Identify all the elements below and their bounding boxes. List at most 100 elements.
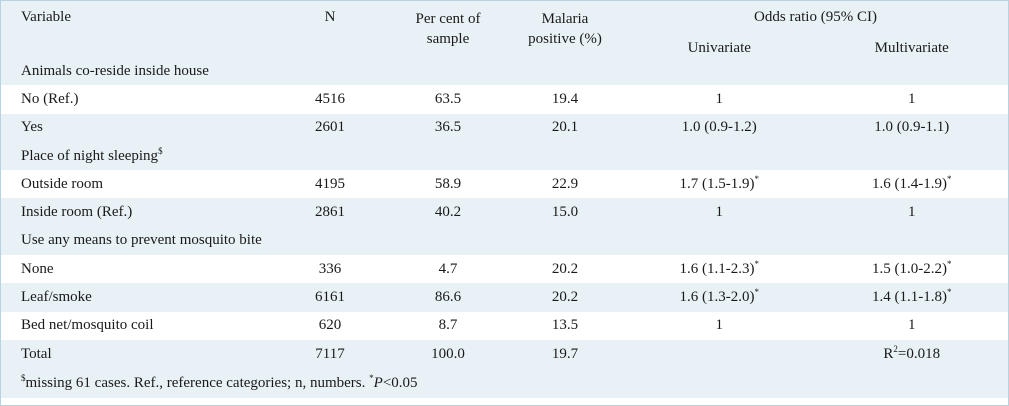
row-multivariate: 1: [816, 317, 1009, 334]
row-univariate: 1: [623, 204, 816, 221]
row-n: 2601: [271, 113, 389, 142]
p-threshold: <0.05: [382, 374, 418, 391]
section-row: Animals co-reside inside house: [1, 57, 1008, 86]
row-multivariate-value: R: [883, 345, 894, 362]
row-n: 4516: [271, 85, 389, 114]
row-n: 6161: [271, 283, 389, 312]
row-variable: Yes: [1, 113, 271, 142]
row-univariate-value: 1.7 (1.5-1.9): [679, 175, 755, 192]
section-label-text: Animals co-reside inside house: [21, 62, 209, 79]
table-row: Inside room (Ref.) 2861 40.2 15.0 1 1: [1, 198, 1008, 227]
row-percent: 4.7: [389, 255, 507, 284]
row-malaria-positive: 20.2: [507, 255, 623, 284]
significance-marker: 2: [893, 343, 898, 354]
header-odds-ratio: Odds ratio (95% CI) Univariate Multivari…: [623, 1, 1008, 57]
row-odds-ratio: 1.7 (1.5-1.9)* 1.6 (1.4-1.9)*: [623, 170, 1009, 199]
header-row: Variable N Per cent of sample Malaria po…: [1, 1, 1008, 57]
footnote-marker: $: [21, 372, 26, 383]
row-multivariate-value: 1.4 (1.1-1.8): [872, 289, 947, 306]
row-multivariate: 1.5 (1.0-2.2)*: [816, 258, 1009, 278]
header-variable: Variable: [1, 1, 271, 57]
footnote-row: $missing 61 cases. Ref., reference categ…: [1, 368, 1008, 399]
row-n: 7117: [271, 339, 389, 369]
row-univariate-value: 1: [715, 90, 724, 107]
header-percent: Per cent of sample: [389, 1, 507, 57]
row-multivariate-value: 1.6 (1.4-1.9): [872, 175, 947, 192]
row-multivariate: 1.0 (0.9-1.1): [816, 119, 1009, 136]
row-univariate-value: 1.6 (1.3-2.0): [679, 289, 755, 306]
row-malaria-positive: 15.0: [507, 198, 623, 227]
row-multivariate-value: 1: [908, 90, 916, 107]
row-multivariate: R2=0.018: [816, 343, 1009, 363]
footnote: $missing 61 cases. Ref., reference categ…: [1, 368, 1008, 399]
section-label-text: Place of night sleeping: [21, 147, 159, 164]
row-percent: 100.0: [389, 339, 507, 369]
footnote-text: missing 61 cases. Ref., reference catego…: [25, 374, 370, 391]
table-row: Outside room 4195 58.9 22.9 1.7 (1.5-1.9)* 1.…: [1, 170, 1009, 199]
section-label: Place of night sleeping$: [1, 141, 1008, 171]
table-row: Yes 2601 36.5 20.1 1.0 (0.9-1.2) 1.0 (0.9-1.1…: [1, 113, 1009, 142]
row-percent: 36.5: [389, 113, 507, 142]
row-malaria-positive: 20.2: [507, 283, 623, 312]
header-odds-ratio-title: Odds ratio (95% CI): [754, 9, 877, 25]
significance-marker: *: [754, 173, 760, 184]
row-percent: 8.7: [389, 311, 507, 340]
section-label-text: Use any means to prevent mosquito bite: [21, 232, 262, 249]
row-malaria-positive: 19.7: [507, 339, 623, 369]
row-univariate: 1: [623, 317, 816, 334]
row-multivariate-value: 1: [908, 317, 916, 334]
section-row: Use any means to prevent mosquito bite: [1, 226, 1008, 256]
row-n: 336: [271, 255, 389, 284]
section-label: Animals co-reside inside house: [1, 57, 1008, 86]
row-malaria-positive: 13.5: [507, 311, 623, 340]
row-univariate-value: 1: [715, 317, 724, 334]
row-multivariate: 1.4 (1.1-1.8)*: [816, 287, 1009, 306]
table-row: Total 7117 100.0 19.7 R2=0.018: [1, 339, 1009, 369]
section-label: Use any means to prevent mosquito bite: [1, 226, 1008, 256]
row-univariate-value: 1: [715, 204, 724, 221]
row-percent: 40.2: [389, 198, 507, 227]
row-variable: No (Ref.): [1, 85, 271, 114]
header-univariate: Univariate: [687, 40, 751, 56]
row-multivariate-value: 1: [908, 204, 916, 221]
footnote-marker: $: [158, 145, 163, 156]
header-percent-line2: sample: [426, 31, 470, 47]
row-odds-ratio: 1.0 (0.9-1.2) 1.0 (0.9-1.1): [623, 113, 1009, 142]
row-malaria-positive: 22.9: [507, 170, 623, 199]
header-malaria: Malaria positive (%): [507, 1, 623, 57]
table-row: Bed net/mosquito coil 620 8.7 13.5 1 1: [1, 311, 1009, 340]
p-label: P: [373, 374, 383, 391]
row-variable: Outside room: [1, 170, 271, 199]
row-n: 4195: [271, 170, 389, 199]
odds-ratio-table: Variable N Per cent of sample Malaria po…: [1, 1, 1009, 399]
row-univariate: [623, 346, 816, 363]
header-malaria-line1: Malaria: [541, 11, 589, 27]
section-row: Place of night sleeping$: [1, 141, 1008, 171]
significance-marker: *: [947, 287, 952, 298]
row-multivariate: 1.6 (1.4-1.9)*: [816, 174, 1009, 193]
significance-marker: *: [369, 372, 374, 383]
table-row: No (Ref.) 4516 63.5 19.4 1 1: [1, 85, 1008, 114]
row-percent: 86.6: [389, 283, 507, 312]
row-odds-ratio: 1.6 (1.3-2.0)* 1.4 (1.1-1.8)*: [623, 283, 1009, 312]
row-univariate: 1: [623, 91, 816, 108]
significance-marker: *: [754, 287, 760, 298]
significance-marker: *: [754, 258, 760, 269]
row-variable: Total: [1, 339, 271, 369]
r-squared-value: =0.018: [897, 345, 941, 362]
significance-marker: *: [947, 258, 952, 269]
row-percent: 63.5: [389, 85, 507, 114]
row-variable: Inside room (Ref.): [1, 198, 271, 227]
row-variable: Leaf/smoke: [1, 283, 271, 312]
header-multivariate: Multivariate: [874, 40, 949, 56]
row-univariate-value: 1.6 (1.1-2.3): [679, 260, 755, 277]
row-percent: 58.9: [389, 170, 507, 199]
row-univariate: 1.6 (1.1-2.3)*: [623, 258, 816, 278]
row-variable: None: [1, 255, 271, 284]
row-malaria-positive: 19.4: [507, 85, 623, 114]
header-malaria-line2: positive (%): [528, 31, 602, 47]
table-row: Leaf/smoke 6161 86.6 20.2 1.6 (1.3-2.0)* 1.4 …: [1, 283, 1009, 312]
